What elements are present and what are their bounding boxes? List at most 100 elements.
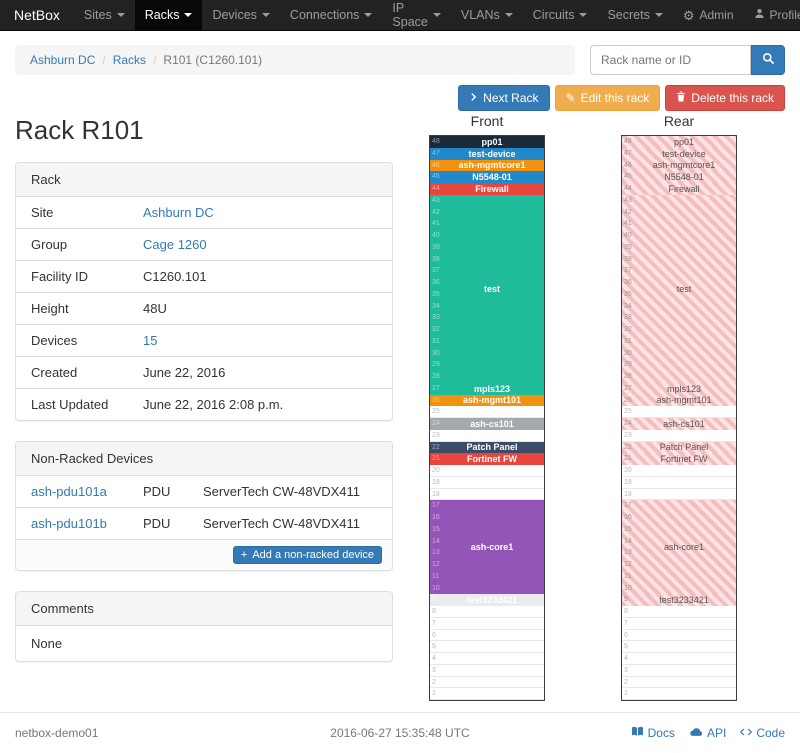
device-label[interactable]: ash-mgmtcore1 [458,160,526,171]
rack-unit-device[interactable]: 48 pp01 [430,136,544,148]
device-label[interactable]: test [483,283,500,294]
device-label[interactable]: Firewall [668,183,700,194]
device-label[interactable]: pp01 [673,136,695,147]
add-non-racked-device-button[interactable]: + Add a non-racked device [232,546,382,564]
device-label[interactable]: ash-cs101 [663,418,705,429]
rack-unit-device[interactable]: 43 42 41 40 39 38 37 36 35 34 33 32 31 30 29 28 test [622,194,736,383]
rack-info-value-link[interactable]: 15 [143,333,158,348]
device-label[interactable]: test3233421 [659,595,709,606]
rack-unit-empty: 23 [622,429,736,442]
unit-numbers: 47 [430,148,440,160]
device-label[interactable]: mpls123 [666,383,702,394]
device-label[interactable]: N5548-01 [472,172,512,183]
rack-unit-device[interactable]: 17 16 15 14 13 12 11 10 ash-core1 [430,500,544,595]
rack-unit-device[interactable]: 47 test-device [430,147,544,160]
nav-item-racks[interactable]: Racks [134,0,203,30]
nav-item-devices[interactable]: Devices [202,0,279,30]
unit-numbers: 44 [622,183,632,195]
navbar-brand[interactable]: NetBox [14,7,60,23]
device-label[interactable]: ash-core1 [470,542,514,553]
rack-info-value-link[interactable]: Cage 1260 [143,237,207,252]
device-label[interactable]: mpls123 [473,383,511,394]
rack-unit-device[interactable]: 9 test3233421 [622,594,736,606]
rack-unit-device[interactable]: 43 42 41 40 39 38 37 36 35 34 33 32 31 30 29 28 test [430,194,544,383]
device-label[interactable]: N5548-01 [664,172,704,183]
rack-unit-device[interactable]: 21 Fortinet FW [622,453,736,465]
nav-item-ip-space[interactable]: IP Space [382,0,450,30]
device-label[interactable]: ash-mgmt101 [462,395,522,406]
unit-numbers: 6 [430,630,436,642]
rack-unit-device[interactable]: 44 Firewall [622,183,736,195]
unit-number: 12 [624,561,632,568]
delete-rack-button[interactable]: Delete this rack [665,85,785,111]
device-role: PDU [128,507,188,539]
unit-numbers: 9 [430,594,436,606]
device-label[interactable]: Patch Panel [659,442,709,453]
device-label[interactable]: ash-mgmtcore1 [652,160,716,171]
search-button[interactable] [751,45,785,75]
device-label[interactable]: Patch Panel [466,442,518,453]
unit-numbers: 25 [430,406,440,418]
rack-unit-device[interactable]: 26 ash-mgmt101 [622,394,736,407]
rack-unit-device[interactable]: 22 Patch Panel [430,441,544,454]
rack-info-row: Height 48U [16,292,392,325]
rack-unit-device[interactable]: 21 Fortinet FW [430,453,544,465]
device-link[interactable]: ash-pdu101b [31,516,107,531]
nav-item-sites[interactable]: Sites [74,0,135,30]
unit-number: 29 [624,361,632,369]
rack-unit-device[interactable]: 45 N5548-01 [430,171,544,183]
rack-unit-device[interactable]: 27 mpls123 [430,382,544,395]
api-link[interactable]: API [689,726,726,740]
device-label[interactable]: ash-core1 [663,542,705,553]
rack-unit-empty: 18 [430,488,544,501]
device-label[interactable]: ash-mgmt101 [656,395,712,406]
edit-rack-button[interactable]: ✎ Edit this rack [554,85,661,111]
rack-unit-device[interactable]: 48 pp01 [622,136,736,148]
docs-link[interactable]: Docs [631,726,675,740]
unit-number: 9 [432,596,436,604]
device-label[interactable]: Fortinet FW [467,454,517,465]
search-input[interactable] [590,45,751,75]
unit-numbers: 47 [622,148,632,160]
device-label[interactable]: pp01 [481,136,503,147]
rack-unit-device[interactable]: 17 16 15 14 13 12 11 10 ash-core1 [622,500,736,595]
rack-unit-device[interactable]: 22 Patch Panel [622,441,736,454]
next-rack-button[interactable]: Next Rack [458,85,550,111]
breadcrumb-link-racks[interactable]: Racks [112,53,147,67]
device-label[interactable]: test3233421 [466,595,518,606]
nav-item-connections[interactable]: Connections [280,0,383,30]
rack-unit-device[interactable]: 45 N5548-01 [622,171,736,183]
chevron-down-icon [654,13,663,17]
rack-unit-device[interactable]: 44 Firewall [430,183,544,195]
unit-number: 43 [432,196,440,204]
nav-item-circuits[interactable]: Circuits [523,0,598,30]
code-link[interactable]: Code [740,726,785,740]
device-link[interactable]: ash-pdu101a [31,484,107,499]
nav-item-secrets[interactable]: Secrets [597,0,672,30]
device-label[interactable]: Fortinet FW [660,454,708,465]
admin-link[interactable]: ⚙ Admin [673,0,744,30]
unit-numbers: 18 [430,489,440,501]
unit-numbers: 3 [430,665,436,677]
rack-info-value-link[interactable]: Ashburn DC [143,205,214,220]
device-label[interactable]: test-device [662,148,706,159]
rack-unit-device[interactable]: 46 ash-mgmtcore1 [430,159,544,172]
rack-unit-device[interactable]: 46 ash-mgmtcore1 [622,159,736,172]
rack-unit-device[interactable]: 24 ash-cs101 [622,418,736,430]
device-label[interactable]: Firewall [475,183,509,194]
rack-unit-device[interactable]: 9 test3233421 [430,594,544,606]
device-label[interactable]: ash-cs101 [470,418,514,429]
rack-unit-device[interactable]: 24 ash-cs101 [430,418,544,430]
rack-unit-device[interactable]: 27 mpls123 [622,382,736,395]
profile-link[interactable]: Profile [744,0,800,30]
device-label[interactable]: test-device [468,148,516,159]
rack-unit-device[interactable]: 47 test-device [622,147,736,160]
rack-unit-empty: 18 [622,488,736,501]
device-label[interactable]: test [676,283,692,294]
rack-info-panel: Rack Site Ashburn DC Group Cage 1260 Facilit… [15,162,393,421]
nav-item-vlans[interactable]: VLANs [451,0,523,30]
rack-unit-device[interactable]: 26 ash-mgmt101 [430,394,544,407]
unit-numbers: 17 16 15 14 13 12 11 10 [430,500,440,594]
breadcrumb-link-site[interactable]: Ashburn DC [30,53,96,67]
chevron-right-icon [469,91,478,105]
